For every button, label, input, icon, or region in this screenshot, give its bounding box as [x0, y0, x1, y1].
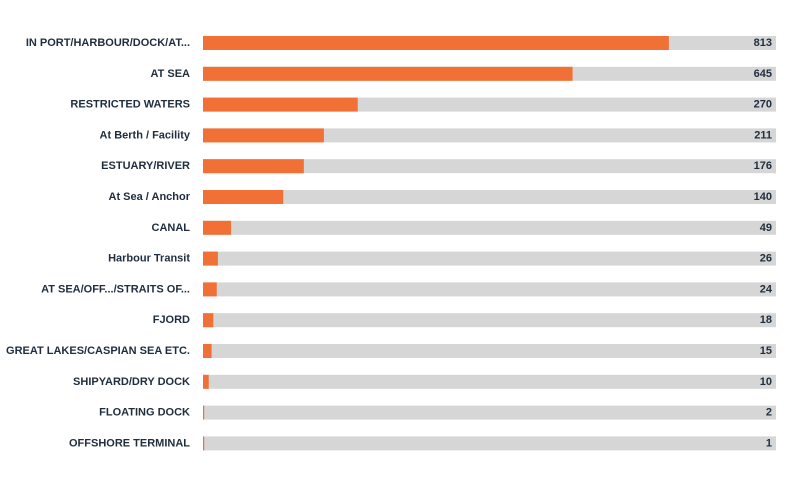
- value-label: 176: [754, 160, 772, 172]
- category-label: At Sea / Anchor: [109, 191, 191, 203]
- value-label: 813: [754, 37, 772, 49]
- bar-track: [203, 405, 776, 420]
- category-label: IN PORT/HARBOUR/DOCK/AT...: [26, 37, 190, 49]
- bar: [203, 436, 205, 451]
- bar: [203, 36, 669, 50]
- category-label: At Berth / Facility: [100, 129, 191, 141]
- category-label: AT SEA: [150, 68, 190, 80]
- value-label: 270: [754, 99, 772, 111]
- bar-track: [203, 313, 776, 328]
- category-label: FJORD: [153, 314, 190, 326]
- bar: [203, 251, 218, 266]
- bar: [203, 97, 358, 112]
- value-label: 49: [760, 222, 772, 234]
- category-label: CANAL: [152, 222, 191, 234]
- value-label: 140: [754, 191, 772, 203]
- bar: [203, 190, 284, 204]
- category-label: RESTRICTED WATERS: [70, 99, 190, 111]
- value-label: 1: [766, 437, 772, 449]
- bar: [203, 128, 324, 143]
- value-label: 211: [754, 129, 772, 141]
- category-label: Harbour Transit: [108, 253, 190, 265]
- bar: [203, 282, 217, 297]
- bar-track: [203, 344, 776, 358]
- bar-track: [203, 190, 776, 204]
- category-label: AT SEA/OFF.../STRAITS OF...: [41, 283, 190, 295]
- value-label: 24: [760, 283, 773, 295]
- bar: [203, 159, 304, 174]
- value-label: 15: [760, 345, 772, 357]
- bar: [203, 374, 209, 389]
- bar-track: [203, 220, 776, 235]
- bar-track: [203, 128, 776, 143]
- bar-track: [203, 282, 776, 297]
- category-label: SHIPYARD/DRY DOCK: [73, 376, 190, 388]
- value-label: 645: [754, 68, 772, 80]
- bar: [203, 313, 214, 328]
- category-label: OFFSHORE TERMINAL: [69, 437, 190, 449]
- value-label: 18: [760, 314, 772, 326]
- value-label: 2: [766, 407, 772, 419]
- bar: [203, 405, 205, 420]
- bar: [203, 66, 573, 81]
- bar-track: [203, 374, 776, 389]
- value-label: 26: [760, 253, 772, 265]
- bar: [203, 344, 212, 358]
- bar-track: [203, 159, 776, 174]
- category-label: ESTUARY/RIVER: [101, 160, 190, 172]
- value-label: 10: [760, 376, 772, 388]
- bar-track: [203, 251, 776, 266]
- category-label: FLOATING DOCK: [99, 407, 190, 419]
- bar-track: [203, 436, 776, 451]
- bar: [203, 220, 232, 235]
- category-label: GREAT LAKES/CASPIAN SEA ETC.: [6, 345, 190, 357]
